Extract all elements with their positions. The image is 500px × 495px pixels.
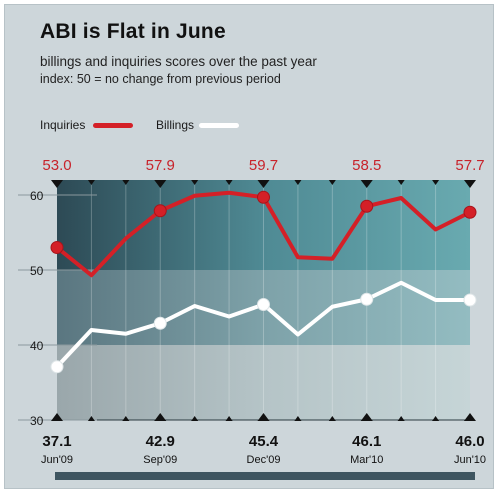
tick-marker-bottom xyxy=(51,413,63,421)
tick-markers xyxy=(51,180,476,421)
y-tick-label: 50 xyxy=(30,264,44,278)
series-points xyxy=(50,190,477,374)
data-point-inquiries xyxy=(463,205,477,219)
tick-marker-top xyxy=(51,180,63,188)
y-tick-label: 60 xyxy=(30,189,44,203)
y-tick-label: 40 xyxy=(30,339,44,353)
data-labels: 53.0 57.9 59.7 58.5 57.7 37.1 42.9 45.4 46.1 46.0 xyxy=(42,157,484,450)
data-label-billings: 37.1 xyxy=(42,433,71,450)
tick-marker-top xyxy=(122,180,130,185)
tick-marker-bottom xyxy=(154,413,167,421)
data-point-inquiries xyxy=(360,199,374,213)
data-label-inquiries: 53.0 xyxy=(42,157,71,174)
data-point-billings xyxy=(50,360,64,374)
tick-marker-top xyxy=(360,180,373,188)
tick-marker-bottom xyxy=(294,416,302,421)
data-label-inquiries: 57.9 xyxy=(146,157,175,174)
tick-marker-bottom xyxy=(225,416,233,421)
legend-line-inquiries xyxy=(93,123,133,128)
data-label-billings: 46.0 xyxy=(455,433,484,450)
plot-background xyxy=(57,180,470,420)
data-label-billings: 46.1 xyxy=(352,433,381,450)
x-axis: Jun'09 Sep'09 Dec'09 Mar'10 Jun'10 xyxy=(41,454,486,466)
tick-marker-bottom xyxy=(360,413,373,421)
data-label-billings: 45.4 xyxy=(249,433,279,450)
x-tick-label: Jun'09 xyxy=(41,454,73,466)
legend-label-billings: Billings xyxy=(156,118,195,132)
tick-marker-bottom xyxy=(328,416,336,421)
chart-index-note: index: 50 = no change from previous peri… xyxy=(40,72,281,86)
data-point-billings xyxy=(360,292,374,306)
data-label-inquiries: 57.7 xyxy=(455,157,484,174)
tick-marker-bottom xyxy=(257,413,270,421)
data-label-inquiries: 59.7 xyxy=(249,157,278,174)
tick-marker-top xyxy=(294,180,302,185)
tick-marker-bottom xyxy=(87,416,95,421)
tick-marker-top xyxy=(87,180,95,185)
tick-marker-top xyxy=(191,180,199,185)
data-label-inquiries: 58.5 xyxy=(352,157,381,174)
tick-marker-top xyxy=(397,180,405,185)
chart-title: ABI is Flat in June xyxy=(40,20,226,43)
x-tick-label: Sep'09 xyxy=(143,454,177,466)
footer-bar xyxy=(55,472,475,480)
x-tick-label: Jun'10 xyxy=(454,454,486,466)
tick-marker-bottom xyxy=(397,416,405,421)
legend-line-billings xyxy=(199,123,239,128)
chart-subtitle: billings and inquiries scores over the p… xyxy=(40,54,317,69)
tick-marker-bottom xyxy=(191,416,199,421)
tick-marker-top xyxy=(154,180,167,188)
data-point-billings xyxy=(257,298,270,311)
tick-marker-top xyxy=(328,180,336,185)
tick-marker-top xyxy=(225,180,233,185)
data-point-inquiries xyxy=(50,241,64,254)
data-point-billings xyxy=(463,293,477,307)
tick-marker-top xyxy=(464,180,476,188)
tick-marker-bottom xyxy=(432,416,440,421)
tick-marker-top xyxy=(257,180,270,188)
legend-label-inquiries: Inquiries xyxy=(40,118,86,132)
tick-marker-top xyxy=(432,180,440,185)
y-tick-label: 30 xyxy=(30,414,44,428)
tick-marker-bottom xyxy=(122,416,130,421)
x-tick-label: Dec'09 xyxy=(247,454,281,466)
y-axis: 30 40 50 60 xyxy=(18,189,97,428)
data-label-billings: 42.9 xyxy=(146,433,175,450)
data-point-inquiries xyxy=(257,190,270,204)
band-below-40 xyxy=(57,345,470,420)
tick-marker-bottom xyxy=(464,413,476,421)
data-point-inquiries xyxy=(153,204,167,218)
x-tick-label: Mar'10 xyxy=(350,454,383,466)
data-point-billings xyxy=(153,316,167,330)
